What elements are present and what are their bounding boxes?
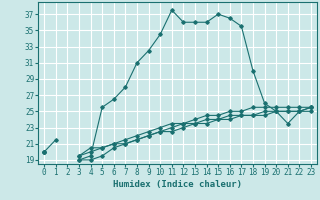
X-axis label: Humidex (Indice chaleur): Humidex (Indice chaleur) <box>113 180 242 189</box>
